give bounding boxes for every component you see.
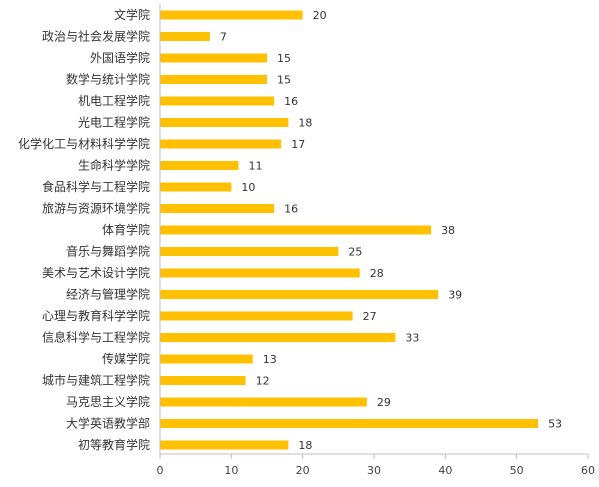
bar [160, 247, 339, 256]
value-label: 18 [298, 439, 312, 452]
category-label: 马克思主义学院 [66, 394, 150, 409]
bar [160, 354, 253, 364]
category-label: 城市与建筑工程学院 [42, 373, 150, 388]
x-tick-label: 20 [296, 464, 310, 477]
bar [160, 118, 289, 127]
x-tick-label: 10 [224, 464, 238, 477]
value-label: 28 [370, 267, 384, 280]
bar [160, 182, 232, 192]
bar [160, 204, 275, 213]
category-label: 生命科学学院 [78, 158, 150, 173]
category-label: 光电工程学院 [78, 115, 150, 130]
category-label: 信息科学与工程学院 [42, 330, 150, 345]
bar [160, 268, 360, 278]
value-label: 29 [377, 396, 391, 409]
bars-group [160, 10, 539, 450]
bar [160, 53, 267, 63]
bar [160, 161, 239, 170]
x-tick-label: 40 [438, 464, 452, 477]
bar [160, 10, 303, 20]
category-label: 经济与管理学院 [66, 287, 150, 302]
category-label: 初等教育学院 [78, 437, 150, 452]
category-label: 数学与统计学院 [66, 72, 150, 87]
x-tick-label: 60 [581, 464, 595, 477]
value-label: 27 [363, 310, 377, 323]
category-label: 体育学院 [102, 222, 150, 237]
value-label: 12 [256, 375, 270, 388]
category-label: 化学化工与材料科学学院 [18, 136, 150, 151]
value-label: 7 [220, 31, 227, 44]
category-label: 政治与社会发展学院 [42, 29, 150, 44]
category-label: 外国语学院 [90, 50, 150, 65]
category-label: 食品科学与工程学院 [42, 179, 150, 194]
category-label: 音乐与舞蹈学院 [66, 244, 150, 259]
bar [160, 419, 539, 428]
value-label: 15 [277, 74, 291, 87]
category-label: 心理与教育科学学院 [42, 308, 150, 323]
value-label: 17 [291, 138, 305, 151]
bar [160, 440, 289, 450]
category-label: 大学英语教学部 [66, 416, 150, 431]
x-tick-label: 30 [367, 464, 381, 477]
bar [160, 225, 432, 235]
bar [160, 75, 267, 84]
value-label: 18 [298, 117, 312, 130]
value-label: 33 [405, 332, 419, 345]
bar [160, 333, 396, 342]
category-label: 传媒学院 [102, 351, 150, 366]
category-label: 机电工程学院 [78, 93, 150, 108]
x-tick-label: 0 [157, 464, 164, 477]
value-label: 39 [448, 289, 462, 302]
category-label: 文学院 [114, 7, 150, 22]
x-axis: 0 10 20 30 40 50 60 [157, 4, 595, 477]
bar [160, 32, 210, 41]
bar [160, 311, 353, 321]
bar [160, 376, 246, 385]
value-label: 20 [313, 9, 327, 22]
bar [160, 397, 367, 407]
value-label: 53 [548, 418, 562, 431]
value-label: 13 [263, 353, 277, 366]
value-labels: 2071515161817111016382528392733131229531… [220, 9, 562, 452]
value-label: 15 [277, 52, 291, 65]
value-label: 25 [348, 246, 362, 259]
value-label: 16 [284, 95, 298, 108]
category-label: 旅游与资源环境学院 [42, 201, 150, 216]
bar [160, 290, 439, 299]
bar [160, 96, 275, 106]
category-labels: 文学院政治与社会发展学院外国语学院数学与统计学院机电工程学院光电工程学院化学化工… [18, 7, 150, 452]
x-tick-label: 50 [510, 464, 524, 477]
value-label: 38 [441, 224, 455, 237]
value-label: 11 [248, 160, 262, 173]
value-label: 16 [284, 203, 298, 216]
category-label: 美术与艺术设计学院 [42, 265, 150, 280]
bar [160, 139, 282, 149]
value-label: 10 [241, 181, 255, 194]
